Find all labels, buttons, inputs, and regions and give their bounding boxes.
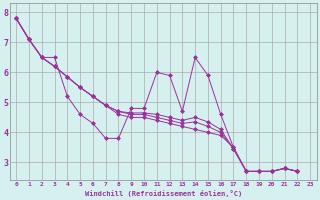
X-axis label: Windchill (Refroidissement éolien,°C): Windchill (Refroidissement éolien,°C): [84, 190, 242, 197]
